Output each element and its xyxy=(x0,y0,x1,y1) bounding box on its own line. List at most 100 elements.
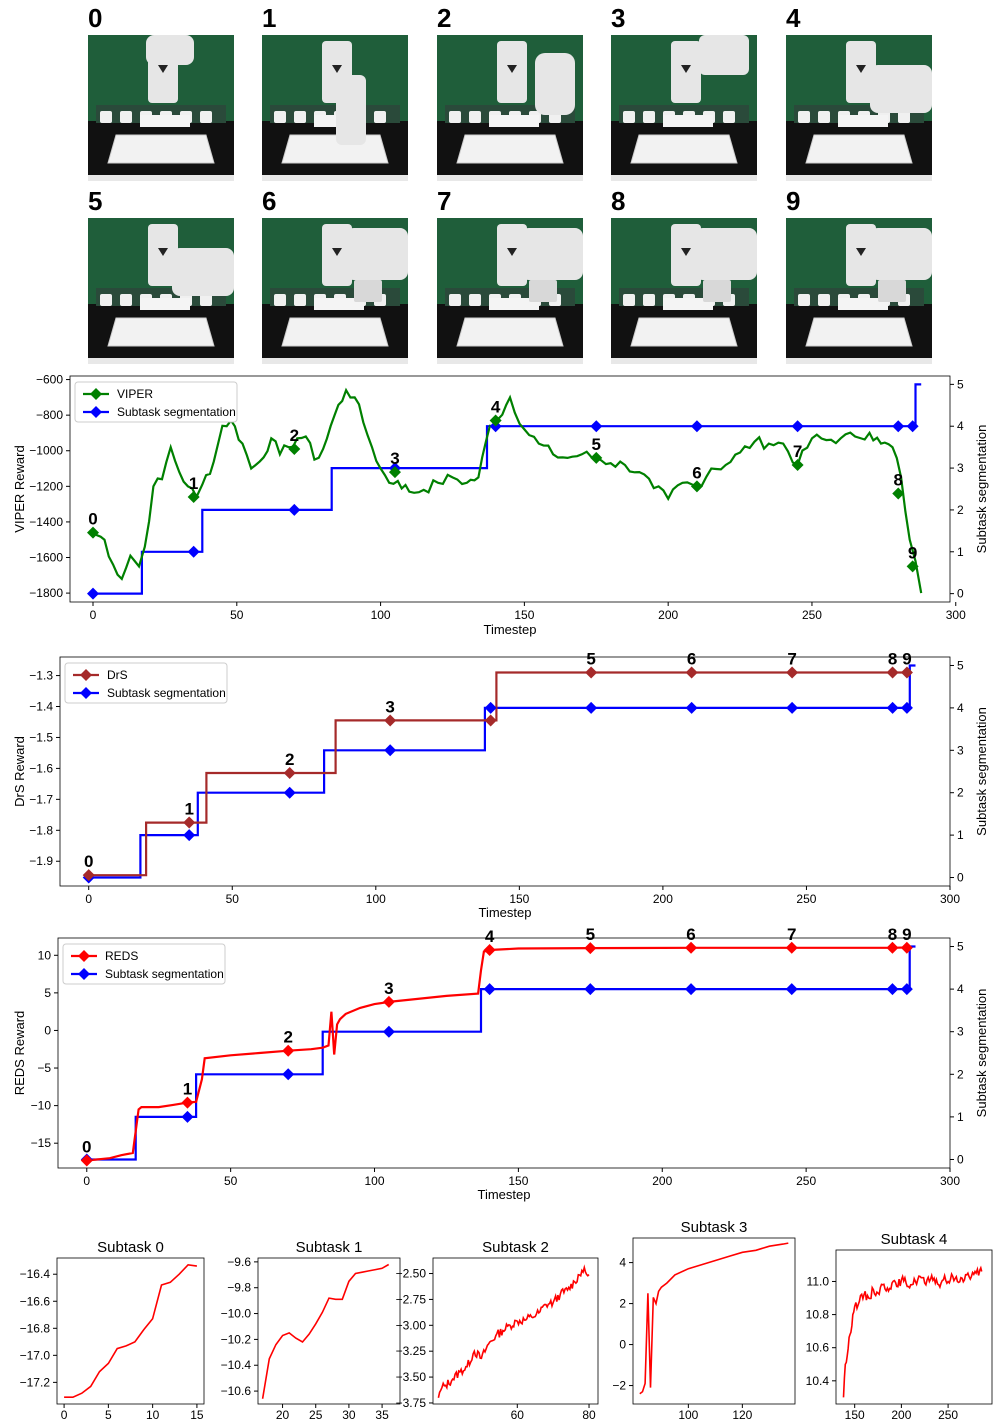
x-tick-label: 200 xyxy=(653,892,673,906)
reward-marker xyxy=(489,414,502,427)
legend: VIPER Subtask segmentation xyxy=(74,381,238,423)
frame-index-label: 2 xyxy=(290,426,299,445)
x-tick-label: 50 xyxy=(226,892,240,906)
frame-number-label: 5 xyxy=(88,186,102,216)
y-tick-label: −10.2 xyxy=(221,1332,252,1346)
subplot-title: Subtask 1 xyxy=(296,1239,363,1256)
subtask-charts: Subtask 0 0 5 10 15 −17.2 −17.0 −16.8 −16.6 −16.4… xyxy=(20,1219,993,1420)
segmentation-marker xyxy=(906,420,919,433)
paper-sheet xyxy=(140,115,190,127)
reward-marker xyxy=(484,714,497,727)
frame-index-label: 2 xyxy=(285,750,294,769)
y2-tick-label: 3 xyxy=(957,461,964,475)
y-tick-label: −1200 xyxy=(29,479,63,493)
warning-sign xyxy=(332,248,342,256)
warning-sign xyxy=(856,248,866,256)
reward-marker xyxy=(886,941,899,954)
reward-marker xyxy=(892,487,905,500)
frame-index-label: 3 xyxy=(384,979,393,998)
y2-tick-label: 3 xyxy=(957,1025,964,1039)
y-tick-label: −9.6 xyxy=(227,1255,251,1269)
frame-edge xyxy=(262,175,408,181)
x-tick-label: 100 xyxy=(678,1408,698,1420)
block-shape xyxy=(469,294,481,306)
subplot-title: Subtask 4 xyxy=(881,1231,948,1248)
reward-marker xyxy=(584,942,597,955)
legend-box xyxy=(74,381,238,423)
y-tick-label: −800 xyxy=(36,408,63,422)
frame-index-label: 6 xyxy=(686,925,695,944)
x-tick-label: 0 xyxy=(85,892,92,906)
chart-viper: 0 50 100 150 200 250 300−1800−1600−1400−1200−1… xyxy=(12,373,989,637)
reward-marker xyxy=(900,941,913,954)
reward-marker xyxy=(183,816,196,829)
x-tick-label: 150 xyxy=(508,1174,528,1188)
reward-marker xyxy=(906,560,919,573)
y2-tick-label: 5 xyxy=(957,940,964,954)
legend: DrS Subtask segmentation xyxy=(64,662,228,704)
frame-index-label: 7 xyxy=(787,649,796,668)
paper-sheet xyxy=(489,115,539,127)
y2-tick-label: 4 xyxy=(957,982,964,996)
frame-edge xyxy=(88,358,234,364)
frame-index-label: 0 xyxy=(84,852,93,871)
chart-drs: 0 50 100 150 200 250 300−1.9−1.8−1.7−1.6−1.5−1… xyxy=(12,649,989,920)
paper-sheet xyxy=(838,298,888,310)
x-axis-label: Timestep xyxy=(484,622,537,637)
y-tick-label: −1400 xyxy=(29,515,63,529)
warning-sign xyxy=(507,65,517,73)
x-tick-label: 10 xyxy=(146,1408,160,1420)
y2-tick-label: 2 xyxy=(957,1067,964,1081)
x-tick-label: 15 xyxy=(190,1408,204,1420)
y2-tick-label: 1 xyxy=(957,1110,964,1124)
robot-gripper xyxy=(695,228,757,280)
warning-sign xyxy=(681,248,691,256)
y-tick-label: −1.6 xyxy=(29,761,53,775)
robot-gripper xyxy=(699,35,749,75)
block-shape xyxy=(120,111,132,123)
y2-tick-label: 3 xyxy=(957,743,964,757)
robot-frame-6 xyxy=(262,218,408,364)
y-tick-label: −2.75 xyxy=(396,1292,427,1306)
segmentation-marker xyxy=(283,786,296,799)
frame-index-label: 9 xyxy=(908,543,917,562)
segmentation-marker xyxy=(791,420,804,433)
x-tick-label: 0 xyxy=(83,1174,90,1188)
segmentation-marker xyxy=(685,701,698,714)
segmentation-marker xyxy=(900,701,913,714)
segmentation-marker xyxy=(384,744,397,757)
y-tick-label: −1600 xyxy=(29,551,63,565)
subtask-reward-line xyxy=(64,1263,198,1398)
block-shape xyxy=(798,294,810,306)
frame-index-label: 4 xyxy=(485,927,495,946)
frame-index-label: 1 xyxy=(189,474,198,493)
plot-frame xyxy=(432,1257,599,1405)
legend-marker xyxy=(80,669,92,681)
x-tick-label: 80 xyxy=(582,1408,596,1420)
segmentation-marker xyxy=(900,983,913,996)
warning-sign xyxy=(681,65,691,73)
x-axis-label: Timestep xyxy=(478,1187,531,1202)
y-tick-label: −10.6 xyxy=(221,1384,252,1398)
x-tick-label: 25 xyxy=(309,1408,323,1420)
reward-marker xyxy=(187,491,200,504)
reward-marker xyxy=(785,941,798,954)
robot-gripper xyxy=(535,53,575,115)
x-tick-label: 250 xyxy=(938,1408,958,1420)
frame-edge xyxy=(611,358,757,364)
y-tick-label: −15 xyxy=(31,1136,52,1150)
x-tick-label: 300 xyxy=(940,892,960,906)
y2-tick-label: 4 xyxy=(957,701,964,715)
warning-sign xyxy=(332,65,342,73)
y2-tick-label: 4 xyxy=(957,419,964,433)
y-tick-label: −16.8 xyxy=(20,1321,51,1335)
subplot-title: Subtask 0 xyxy=(97,1239,164,1256)
segmentation-marker xyxy=(786,701,799,714)
tray-shape xyxy=(456,134,564,164)
y-tick-label: 0 xyxy=(619,1338,626,1352)
tray-shape xyxy=(281,134,389,164)
frame-index-label: 3 xyxy=(390,449,399,468)
robot-gripper xyxy=(336,75,366,145)
block-shape xyxy=(200,111,212,123)
chart-sub1: Subtask 1 20 25 30 35 −10.6 −10.4 −10.2 −10.0 −9.… xyxy=(221,1239,401,1420)
